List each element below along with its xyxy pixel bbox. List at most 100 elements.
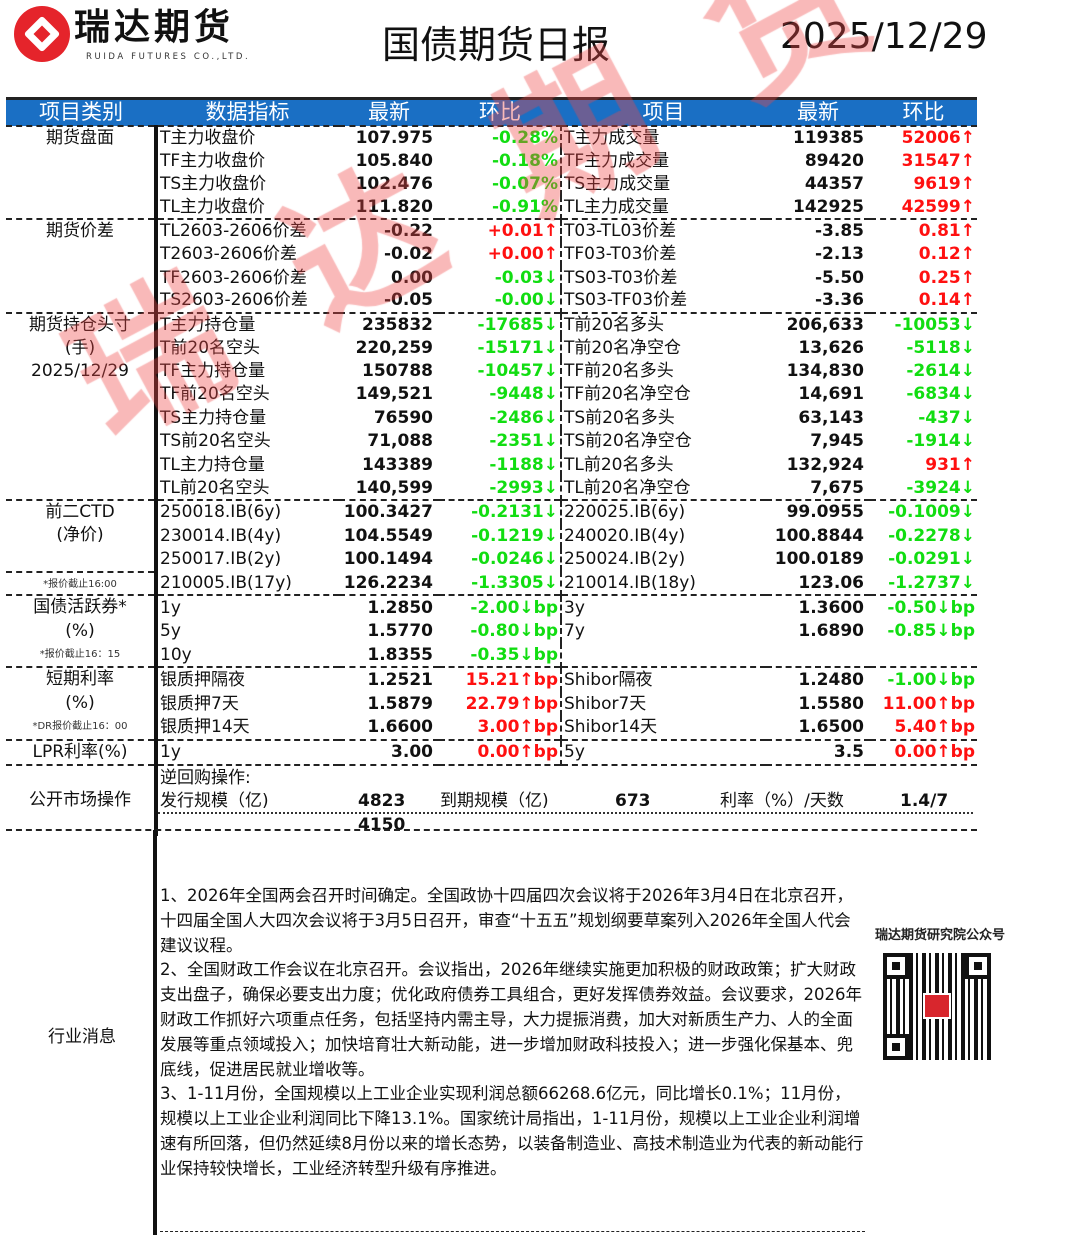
change-value: -0.0246↓ — [439, 547, 562, 572]
logo-icon — [14, 6, 70, 62]
change-value: -9448↓ — [439, 382, 562, 407]
latest-value: -2.13 — [815, 244, 864, 265]
latest-value: 99.0955 — [766, 498, 870, 524]
item-name: T03-TL03价差 — [561, 218, 766, 243]
indicator-name: TL主力收盘价 — [160, 196, 265, 217]
change-value: -0.85↓bp — [887, 621, 975, 642]
report-title: 国债期货日报 — [382, 23, 611, 67]
latest-value: 1.6600 — [367, 717, 433, 738]
change-value: 0.14↑ — [918, 290, 975, 311]
indicator-name: TS主力收盘价 — [160, 173, 267, 194]
latest-value: 100.8844 — [774, 525, 864, 546]
latest-value: -5.50 — [815, 267, 864, 288]
divider — [158, 812, 973, 815]
change-value: 22.79↑bp — [439, 691, 562, 716]
change-value: 42599↑ — [901, 196, 975, 217]
change-value: -2486↓ — [439, 406, 562, 430]
column-header: 项目 — [642, 100, 685, 125]
indicator-name: TS2603-2606价差 — [160, 290, 308, 311]
change-value: 31547↑ — [901, 150, 975, 171]
item-name: T前20名多头 — [561, 311, 766, 337]
indicator-name: TL2603-2606价差 — [156, 218, 339, 243]
item-name: TL前20名净空仓 — [564, 477, 691, 498]
change-value: 0.25↑ — [918, 267, 975, 288]
category-label: 前二CTD — [45, 501, 115, 522]
change-value: -1188↓ — [439, 452, 562, 477]
maturity-value: 673 — [615, 791, 651, 812]
change-value: -0.0291↓ — [888, 549, 975, 570]
table-header: 项目类别 数据指标 最新 环比 项目 最新 环比 — [6, 98, 977, 126]
latest-value: 1.2521 — [339, 666, 439, 692]
latest-value: 119385 — [766, 124, 870, 149]
item-name: T前20名净空仓 — [564, 337, 682, 358]
latest-value: 126.2234 — [343, 572, 433, 593]
item-name: TS前20名净空仓 — [564, 431, 692, 452]
change-value: -0.00↓ — [439, 289, 562, 313]
indicator-name: 5y — [160, 621, 181, 642]
latest-value: 13,626 — [798, 337, 864, 358]
change-value: -0.50↓bp — [870, 594, 977, 620]
latest-value: 134,830 — [786, 361, 864, 382]
change-value: -5118↓ — [906, 337, 975, 358]
latest-value: 1.5879 — [367, 693, 433, 714]
divider — [153, 830, 157, 1235]
change-value: -6834↓ — [906, 384, 975, 405]
category-label: (手) — [64, 338, 96, 359]
change-value: -0.1009↓ — [870, 498, 977, 524]
latest-value: 1.6500 — [798, 717, 864, 738]
latest-value: 235832 — [339, 311, 439, 337]
change-value: 0.81↑ — [870, 218, 977, 243]
indicator-name: TS前20名空头 — [160, 431, 271, 452]
change-value: -437↓ — [918, 407, 975, 428]
category-label: LPR利率(%) — [32, 741, 128, 762]
latest-value: 3.00 — [339, 738, 439, 766]
latest-value: 7,945 — [810, 431, 864, 452]
column-header: 数据指标 — [205, 100, 290, 125]
indicator-name: T2603-2606价差 — [160, 244, 298, 265]
omo-row: 公开市场操作 逆回购操作: 发行规模（亿) 4823 到期规模（亿) 673 利率（%）/天… — [6, 764, 977, 837]
latest-value — [766, 643, 870, 667]
latest-value: 63,143 — [798, 407, 864, 428]
change-value: -0.2131↓ — [439, 498, 562, 524]
latest-value: -3.36 — [815, 290, 864, 311]
item-name: TS前20名多头 — [564, 407, 675, 428]
latest-value: 123.06 — [798, 572, 864, 593]
indicator-name: 1y — [156, 594, 339, 620]
category-label: 期货盘面 — [46, 127, 114, 148]
latest-value: 206,633 — [766, 311, 870, 337]
change-value: -2.00↓bp — [439, 594, 562, 620]
latest-value: 111.820 — [355, 196, 433, 217]
indicator-name: 210005.IB(17y) — [160, 572, 292, 593]
report-date: 2025/12/29 — [780, 16, 988, 57]
indicator-name: 250018.IB(6y) — [156, 498, 339, 524]
qr-label: 瑞达期货研究院公众号 — [875, 928, 1006, 943]
table-row: 期货价差 TL2603-2606价差 -0.22 +0.01↑ T03-TL03价差 -3… — [6, 218, 977, 313]
category-cell: 期货价差 — [6, 218, 158, 313]
change-value: -1.3305↓ — [439, 571, 562, 596]
category-label: 短期利率 — [46, 669, 114, 690]
news-label: 行业消息 — [48, 1027, 116, 1047]
latest-value: 1.2850 — [339, 594, 439, 620]
change-value: 0.12↑ — [918, 244, 975, 265]
omo-cell: 逆回购操作: 发行规模（亿) 4823 到期规模（亿) 673 利率（%）/天数 1.4/7… — [156, 764, 977, 837]
item-name: TS主力成交量 — [564, 173, 671, 194]
item-name: 7y — [564, 621, 585, 642]
table-row: 期货持仓头寸 (手) 2025/12/29 T主力持仓量 235832 -17685↓ T前… — [6, 311, 977, 500]
item-name: 3y — [561, 594, 766, 620]
change-value: -0.80↓bp — [439, 619, 562, 644]
category-label: 期货持仓头寸 — [29, 314, 131, 335]
change-value: -1.00↓bp — [870, 666, 977, 692]
item-name: Shibor14天 — [564, 717, 658, 738]
change-value: -0.07% — [439, 172, 562, 196]
table-row: 短期利率 (%) *DR报价截止16：00 银质押隔夜 1.2521 15.21↑bp Sh… — [6, 666, 977, 740]
latest-value: 149,521 — [355, 384, 433, 405]
indicator-name: T前20名空头 — [160, 337, 261, 358]
item-name: TF前20名多头 — [564, 361, 674, 382]
item-name — [561, 643, 766, 667]
change-value: 0.00↑bp — [870, 738, 977, 766]
column-header: 环比 — [902, 100, 945, 125]
item-name: TS03-TF03价差 — [564, 290, 688, 311]
indicator-name: TL前20名空头 — [160, 477, 270, 498]
indicator-name: 1y — [156, 738, 339, 766]
indicator-name: 银质押14天 — [160, 717, 250, 738]
